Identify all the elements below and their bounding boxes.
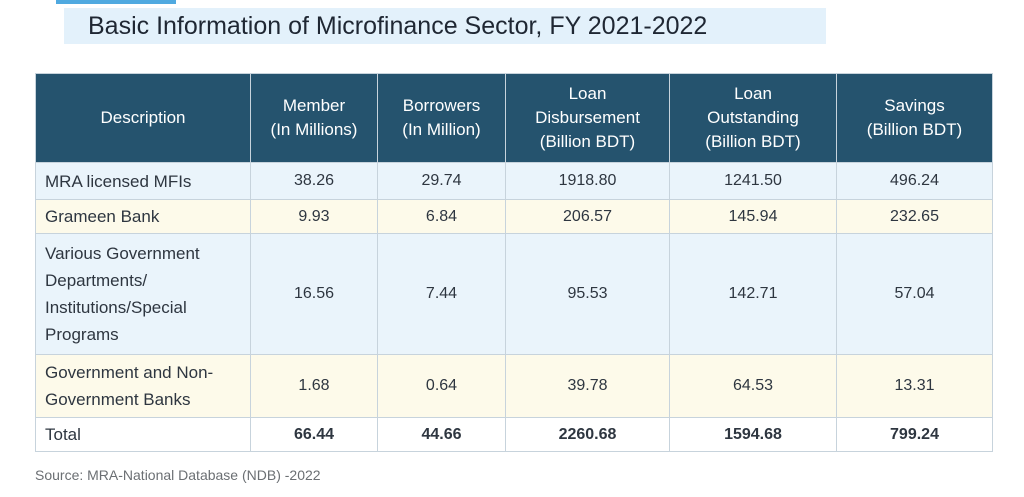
cell-loan-disbursement: 2260.68 [505,417,670,452]
header-line: Savings [884,96,945,115]
cell-borrowers: 6.84 [377,199,506,234]
row-description: Government and Non- Government Banks [35,354,251,418]
header-loan-outstanding: Loan Outstanding (Billion BDT) [669,73,837,163]
title-band [64,8,826,44]
cell-borrowers: 0.64 [377,354,506,418]
cell-savings: 13.31 [836,354,993,418]
source-note: Source: MRA-National Database (NDB) -202… [35,467,321,483]
row-description: Grameen Bank [35,199,251,234]
header-line: Outstanding [707,108,799,127]
header-line: Description [100,108,186,127]
description-line: Total [45,425,81,444]
description-line: Programs [45,325,119,344]
header-line: Member [282,96,346,115]
cell-member: 38.26 [250,162,378,200]
header-borrowers: Borrowers (In Million) [377,73,506,163]
header-line: Loan [734,84,772,103]
description-line: Departments/ [45,271,148,290]
row-description: Total [35,417,251,452]
description-line: Government and Non- [45,363,214,382]
header-member: Member (In Millions) [250,73,378,163]
cell-loan-outstanding: 1241.50 [669,162,837,200]
header-loan-disbursement: Loan Disbursement (Billion BDT) [505,73,670,163]
cell-savings: 799.24 [836,417,993,452]
cell-borrowers: 44.66 [377,417,506,452]
cell-member: 66.44 [250,417,378,452]
cell-loan-outstanding: 142.71 [669,233,837,355]
header-line: (Billion BDT) [866,120,963,139]
header-line: (Billion BDT) [539,132,636,151]
title-accent-bar [56,0,176,4]
description-line: MRA licensed MFIs [45,171,192,191]
cell-loan-outstanding: 145.94 [669,199,837,234]
cell-savings: 232.65 [836,199,993,234]
table-row: Grameen Bank 9.93 6.84 206.57 145.94 232… [35,199,993,234]
header-line: (In Million) [402,120,481,139]
microfinance-table: Description Member (In Millions) Borrowe… [35,73,993,452]
cell-loan-disbursement: 206.57 [505,199,670,234]
header-line: Disbursement [535,108,640,127]
table-row-total: Total 66.44 44.66 2260.68 1594.68 799.24 [35,417,993,452]
header-line: (In Millions) [270,120,358,139]
page-title: Basic Information of Microfinance Sector… [88,12,708,40]
cell-member: 9.93 [250,199,378,234]
cell-member: 1.68 [250,354,378,418]
cell-loan-disbursement: 1918.80 [505,162,670,200]
row-description: MRA licensed MFIs [35,162,251,200]
table-header-row: Description Member (In Millions) Borrowe… [35,73,993,163]
row-description: Various Government Departments/ Institut… [35,233,251,355]
cell-loan-disbursement: 95.53 [505,233,670,355]
cell-savings: 496.24 [836,162,993,200]
cell-loan-outstanding: 1594.68 [669,417,837,452]
header-line: Loan [568,84,607,103]
header-description: Description [35,73,251,163]
table-row: Government and Non- Government Banks 1.6… [35,354,993,418]
table-row: Various Government Departments/ Institut… [35,233,993,355]
cell-borrowers: 7.44 [377,233,506,355]
cell-borrowers: 29.74 [377,162,506,200]
header-line: Borrowers [402,96,481,115]
header-savings: Savings (Billion BDT) [836,73,993,163]
description-line: Various Government [45,244,200,263]
cell-savings: 57.04 [836,233,993,355]
header-line: (Billion BDT) [705,132,801,151]
description-line: Grameen Bank [45,207,160,226]
description-line: Government Banks [45,390,191,409]
cell-loan-disbursement: 39.78 [505,354,670,418]
description-line: Institutions/Special [45,298,187,317]
cell-member: 16.56 [250,233,378,355]
table-row: MRA licensed MFIs 38.26 29.74 1918.80 12… [35,162,993,200]
cell-loan-outstanding: 64.53 [669,354,837,418]
